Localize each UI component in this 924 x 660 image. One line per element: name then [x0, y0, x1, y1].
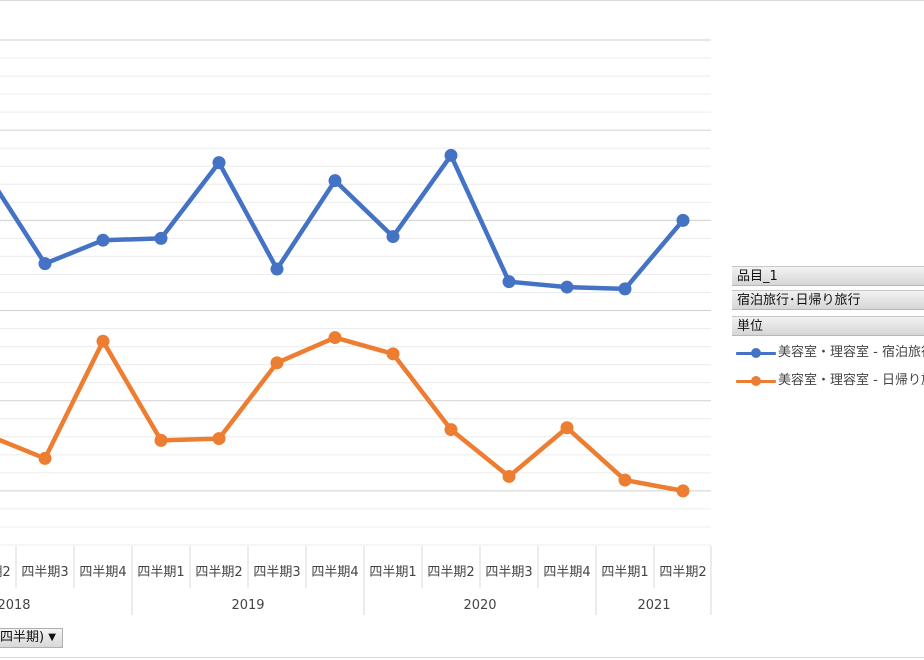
x-axis-labels: 四半期2 四半期3 四半期4 四半期1 四半期2 四半期3 四半期4 四半期1 四半期2 四半期3… [0, 546, 712, 615]
data-point-0[interactable] [270, 262, 284, 276]
data-point-1[interactable] [386, 347, 400, 361]
quarter-field-label: 四半期) [0, 630, 45, 645]
x-tick-label: 四半期4 [311, 565, 358, 580]
legend-swatch-overnight [736, 348, 776, 358]
data-point-1[interactable] [154, 433, 168, 447]
data-point-0[interactable] [154, 231, 168, 245]
x-group-label: 2020 [463, 598, 496, 613]
legend-header-filter[interactable]: 宿泊旅行･日帰り旅行 [732, 290, 924, 310]
x-tick-label: 四半期1 [369, 565, 416, 580]
data-point-1[interactable] [96, 334, 110, 348]
x-tick-label: 四半期2 [659, 565, 706, 580]
x-tick-label: 四半期4 [543, 565, 590, 580]
x-tick-label: 四半期3 [253, 565, 300, 580]
data-point-1[interactable] [618, 473, 632, 487]
data-point-1[interactable] [560, 421, 574, 435]
x-group-label: 2019 [231, 598, 264, 613]
data-point-0[interactable] [676, 213, 690, 227]
data-point-1[interactable] [444, 423, 458, 437]
data-point-1[interactable] [38, 451, 52, 465]
series-line-1[interactable] [0, 335, 686, 494]
x-tick-label: 四半期4 [79, 565, 126, 580]
data-point-0[interactable] [618, 282, 632, 296]
legend-label-daytrip: 美容室・理容室 - 日帰り旅行 [778, 373, 924, 388]
legend-label-overnight: 美容室・理容室 - 宿泊旅行 [778, 345, 924, 360]
series-layer [0, 148, 690, 498]
data-point-0[interactable] [560, 280, 574, 294]
data-point-0[interactable] [444, 148, 458, 162]
data-point-0[interactable] [96, 233, 110, 247]
x-group-label: 2018 [0, 598, 31, 613]
series-line-0[interactable] [0, 153, 686, 292]
x-group-label: 2021 [637, 598, 670, 613]
gridlines [0, 39, 711, 546]
quarter-field-button[interactable]: 四半期) ▼ [0, 628, 63, 648]
legend-swatch-daytrip [736, 376, 776, 386]
legend-header-item[interactable]: 品目_1 [732, 266, 924, 286]
x-tick-label: 四半期1 [137, 565, 184, 580]
data-point-1[interactable] [212, 432, 226, 446]
data-point-0[interactable] [386, 230, 400, 244]
legend-entry-overnight[interactable]: 美容室・理容室 - 宿泊旅行 [736, 343, 924, 363]
chart-frame-bottom [0, 657, 924, 658]
data-point-1[interactable] [328, 331, 342, 345]
data-point-1[interactable] [270, 356, 284, 370]
data-point-1[interactable] [502, 469, 516, 483]
data-point-0[interactable] [502, 275, 516, 289]
x-tick-label: 四半期3 [485, 565, 532, 580]
data-point-0[interactable] [328, 174, 342, 188]
x-tick-label: 四半期1 [601, 565, 648, 580]
data-point-1[interactable] [676, 484, 690, 498]
legend-header-unit[interactable]: 単位 [732, 316, 924, 336]
data-point-0[interactable] [212, 156, 226, 170]
dropdown-arrow-icon: ▼ [48, 632, 56, 643]
legend-entry-daytrip[interactable]: 美容室・理容室 - 日帰り旅行 [736, 371, 924, 391]
x-tick-label: 四半期3 [21, 565, 68, 580]
x-tick-label: 四半期2 [195, 565, 242, 580]
x-tick-label: 四半期2 [427, 565, 474, 580]
x-tick-label: 四半期2 [0, 565, 11, 580]
data-point-0[interactable] [38, 257, 52, 271]
chart-frame-top [0, 0, 924, 1]
